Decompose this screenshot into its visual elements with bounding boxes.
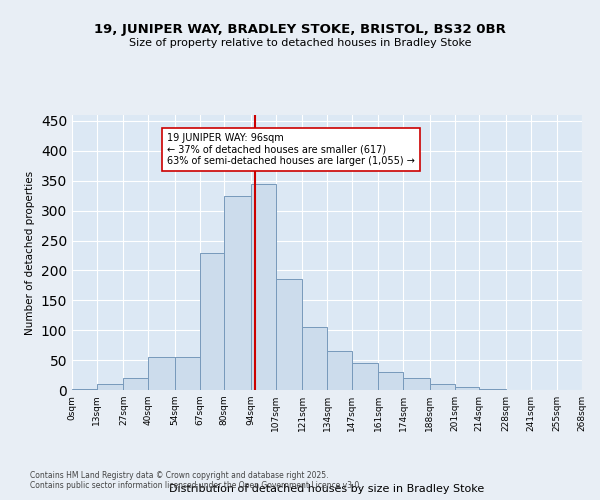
Bar: [403, 378, 430, 390]
Bar: [327, 351, 352, 390]
Bar: [379, 372, 403, 390]
Bar: [352, 363, 379, 390]
Text: Size of property relative to detached houses in Bradley Stoke: Size of property relative to detached ho…: [129, 38, 471, 48]
Bar: [124, 378, 148, 390]
Bar: [97, 384, 124, 390]
Bar: [479, 389, 506, 390]
Bar: [455, 387, 479, 390]
Bar: [430, 384, 455, 390]
Bar: [72, 389, 97, 390]
Bar: [251, 184, 275, 390]
Bar: [275, 280, 302, 390]
Text: 19 JUNIPER WAY: 96sqm
← 37% of detached houses are smaller (617)
63% of semi-det: 19 JUNIPER WAY: 96sqm ← 37% of detached …: [167, 133, 415, 166]
Bar: [175, 357, 199, 390]
Y-axis label: Number of detached properties: Number of detached properties: [25, 170, 35, 334]
Bar: [302, 327, 327, 390]
X-axis label: Distribution of detached houses by size in Bradley Stoke: Distribution of detached houses by size …: [169, 484, 485, 494]
Text: Contains HM Land Registry data © Crown copyright and database right 2025.
Contai: Contains HM Land Registry data © Crown c…: [30, 470, 362, 490]
Bar: [199, 252, 224, 390]
Bar: [148, 357, 175, 390]
Bar: [224, 196, 251, 390]
Text: 19, JUNIPER WAY, BRADLEY STOKE, BRISTOL, BS32 0BR: 19, JUNIPER WAY, BRADLEY STOKE, BRISTOL,…: [94, 22, 506, 36]
